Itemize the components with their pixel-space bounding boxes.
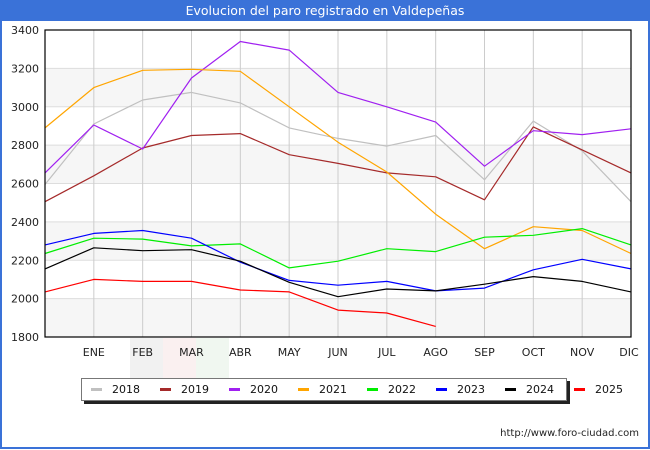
source-credit: http://www.foro-ciudad.com [500,428,639,439]
legend-swatch [505,388,516,391]
y-tick-label: 2400 [11,216,39,229]
y-tick-label: 2000 [11,293,39,306]
y-tick-label: 3000 [11,101,39,114]
x-tick-label: ABR [229,346,252,359]
plot-border [44,29,632,338]
flag-watermark [130,338,229,378]
legend-swatch [298,388,309,391]
x-tick-label: ENE [83,346,105,359]
x-tick-label: MAY [278,346,301,359]
x-tick-label: JUL [377,346,396,359]
series-line-2021 [44,68,632,255]
legend: 2018 2019 2020 2021 2022 2023 2024 2025 [81,378,623,401]
legend-item-2024: 2024 [502,383,554,396]
watermark-stripe [130,338,163,378]
series-line-2025 [44,278,436,327]
legend-swatch [160,388,171,391]
legend-label: 2024 [526,383,554,396]
series-lines [44,40,632,327]
y-tick-labels: 1800 2000 2200 2400 2600 2800 3000 3200 3400 [11,24,39,344]
x-tick-label: JUN [327,346,348,359]
series-line-2020 [44,40,632,174]
series-line-2023 [44,229,632,292]
legend-label: 2019 [181,383,209,396]
axes [44,29,632,338]
x-tick-label: OCT [522,346,545,359]
watermark-stripe [163,338,196,378]
y-tick-label: 2600 [11,178,39,191]
series-line-2018 [44,91,632,203]
legend-item-2019: 2019 [157,383,209,396]
legend-item-2020: 2020 [226,383,278,396]
series-line-2024 [44,247,632,298]
x-tick-label: AGO [423,346,448,359]
x-tick-labels: ENE FEB MAR ABR MAY JUN JUL AGO SEP OCT NOV DIC [83,346,639,359]
line-chart: 1800 2000 2200 2400 2600 2800 3000 3200 3400 ENE… [11,24,639,359]
y-tick-label: 2200 [11,254,39,267]
legend-item-2025: 2025 [571,383,623,396]
legend-label: 2025 [595,383,623,396]
legend-item-2022: 2022 [364,383,416,396]
legend-label: 2022 [388,383,416,396]
legend-swatch [229,388,240,391]
legend-label: 2018 [112,383,140,396]
x-tick-label: MAR [179,346,204,359]
x-tick-label: FEB [132,346,153,359]
x-tick-label: NOV [570,346,595,359]
legend-swatch [574,388,585,391]
series-line-2022 [44,228,632,269]
y-tick-label: 1800 [11,331,39,344]
y-tick-label: 3200 [11,62,39,75]
watermark-stripe [196,338,229,378]
legend-label: 2021 [319,383,347,396]
y-tick-label: 3400 [11,24,39,37]
legend-item-2018: 2018 [88,383,140,396]
x-tick-label: DIC [619,346,639,359]
legend-item-2021: 2021 [295,383,347,396]
x-tick-label: SEP [474,346,495,359]
legend-label: 2020 [250,383,278,396]
legend-swatch [436,388,447,391]
legend-swatch [91,388,102,391]
legend-item-2023: 2023 [433,383,485,396]
legend-label: 2023 [457,383,485,396]
y-tick-label: 2800 [11,139,39,152]
chart-title: Evolucion del paro registrado en Valdepe… [0,0,650,21]
legend-swatch [367,388,378,391]
